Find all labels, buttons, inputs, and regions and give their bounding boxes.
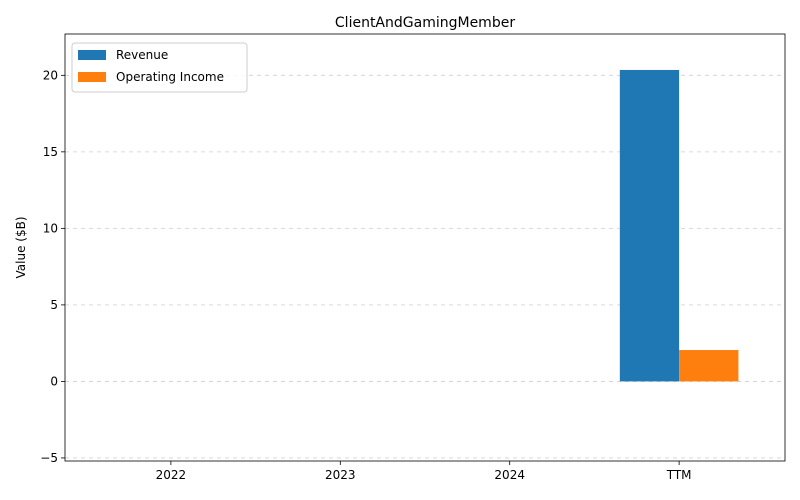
- legend-box: [71, 42, 248, 93]
- y-tick-label: 15: [43, 145, 58, 159]
- bar-operating-income: [679, 350, 739, 382]
- y-tick-label: 0: [50, 374, 58, 388]
- legend-swatch-revenue: [78, 50, 106, 60]
- legend-swatch-operating-income: [78, 72, 106, 82]
- y-tick-label: 10: [43, 221, 58, 235]
- bar-revenue: [619, 69, 680, 382]
- plot-frame: [64, 33, 786, 462]
- y-axis-ticks: −5 0 5 10 15 20: [40, 68, 65, 465]
- x-axis-ticks: 2022 2023 2024 TTM: [156, 461, 692, 482]
- x-tick-label: 2024: [494, 468, 525, 482]
- legend: Revenue Operating Income: [71, 42, 248, 93]
- x-tick-label: 2023: [325, 468, 356, 482]
- chart-title: ClientAndGamingMember: [335, 15, 515, 31]
- x-tick-label: 2022: [156, 468, 187, 482]
- x-tick-label: TTM: [666, 468, 692, 482]
- legend-label-revenue: Revenue: [116, 48, 168, 62]
- y-tick-label: 5: [50, 298, 58, 312]
- y-tick-label: −5: [40, 451, 58, 465]
- legend-label-operating-income: Operating Income: [116, 70, 224, 84]
- y-axis-title: Value ($B): [14, 217, 28, 279]
- y-tick-label: 20: [43, 68, 58, 82]
- bars: [619, 69, 739, 382]
